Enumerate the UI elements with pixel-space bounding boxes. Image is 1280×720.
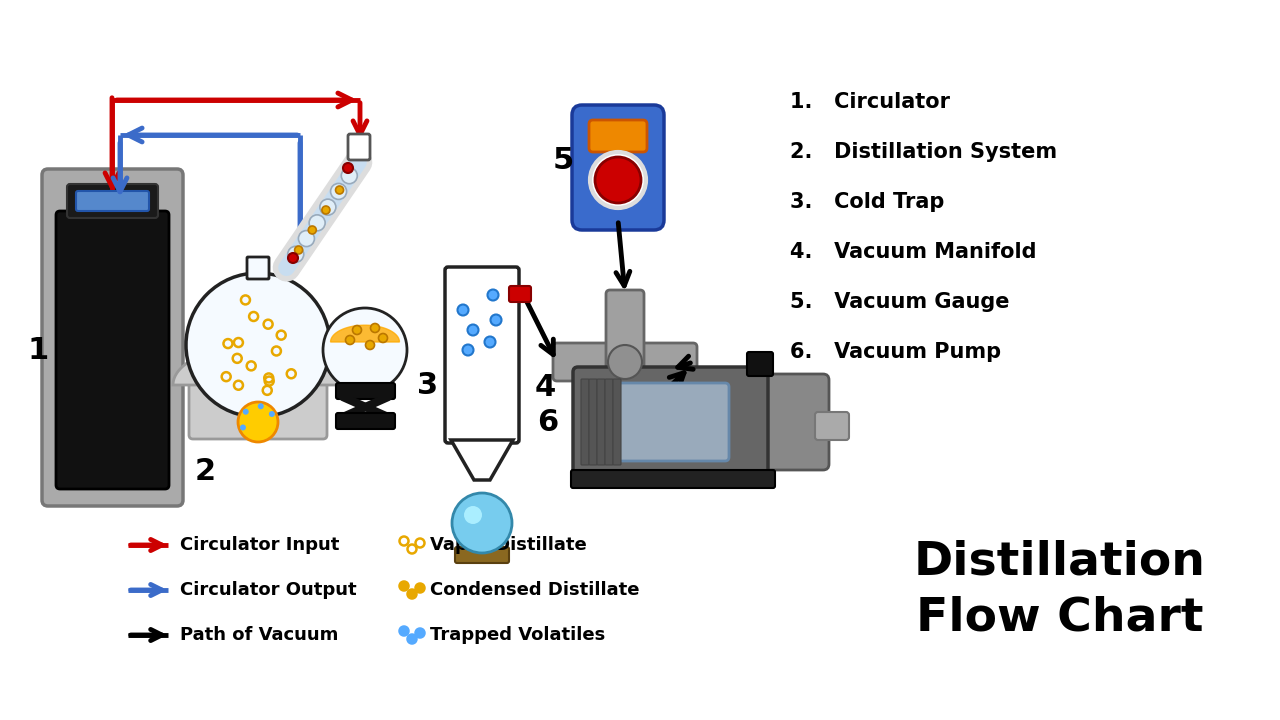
FancyBboxPatch shape [751,374,829,470]
Circle shape [308,226,316,234]
FancyBboxPatch shape [581,379,589,465]
FancyBboxPatch shape [571,470,774,488]
Text: 1: 1 [27,336,49,364]
FancyBboxPatch shape [335,383,396,399]
FancyBboxPatch shape [589,120,646,152]
Text: 3: 3 [417,371,439,400]
FancyBboxPatch shape [247,257,269,279]
Circle shape [407,590,416,598]
Text: Vapor Distillate: Vapor Distillate [430,536,586,554]
FancyBboxPatch shape [605,290,644,434]
Circle shape [330,184,347,199]
Circle shape [320,199,335,215]
FancyBboxPatch shape [605,379,613,465]
Text: 4: 4 [534,372,556,402]
Circle shape [243,409,248,415]
FancyBboxPatch shape [348,134,370,160]
Circle shape [298,230,315,246]
FancyBboxPatch shape [454,547,509,563]
FancyArrowPatch shape [287,162,358,268]
Text: 6.   Vacuum Pump: 6. Vacuum Pump [790,342,1001,362]
Circle shape [342,168,357,184]
Circle shape [590,152,646,208]
Circle shape [379,333,388,343]
Circle shape [321,206,330,214]
Circle shape [238,402,278,442]
FancyBboxPatch shape [572,105,664,230]
Circle shape [310,215,325,231]
Circle shape [186,273,330,417]
FancyBboxPatch shape [589,379,596,465]
FancyBboxPatch shape [445,267,518,443]
Circle shape [399,582,408,590]
Circle shape [452,493,512,553]
FancyBboxPatch shape [67,184,157,218]
Circle shape [346,336,355,344]
Circle shape [257,403,264,409]
FancyBboxPatch shape [596,379,605,465]
Text: 4.   Vacuum Manifold: 4. Vacuum Manifold [790,242,1037,262]
Text: Path of Vacuum: Path of Vacuum [180,626,338,644]
Circle shape [269,411,275,417]
FancyBboxPatch shape [815,412,849,440]
Circle shape [488,289,498,300]
Polygon shape [330,325,399,342]
Circle shape [370,323,379,333]
Circle shape [323,308,407,392]
FancyBboxPatch shape [335,413,396,429]
Text: 2.   Distillation System: 2. Distillation System [790,142,1057,162]
Text: 3.   Cold Trap: 3. Cold Trap [790,192,945,212]
Text: 2: 2 [195,457,215,487]
Circle shape [288,253,298,263]
Circle shape [457,305,468,315]
FancyBboxPatch shape [509,286,531,302]
Text: Distillation
Flow Chart: Distillation Flow Chart [914,540,1206,640]
Text: 6: 6 [538,408,558,436]
Circle shape [467,325,479,336]
Circle shape [352,325,361,335]
Polygon shape [173,345,343,385]
Circle shape [343,163,353,173]
Circle shape [294,246,302,254]
Circle shape [490,315,502,325]
Circle shape [239,425,246,431]
Text: Circulator Output: Circulator Output [180,581,357,599]
Text: 5: 5 [553,145,573,174]
Text: Condensed Distillate: Condensed Distillate [430,581,640,599]
Circle shape [595,157,641,203]
Circle shape [465,506,483,524]
Circle shape [366,341,375,349]
FancyBboxPatch shape [573,367,768,477]
Text: Trapped Volatiles: Trapped Volatiles [430,626,605,644]
Text: 1.   Circulator: 1. Circulator [790,92,950,112]
FancyBboxPatch shape [76,191,148,211]
FancyArrowPatch shape [287,162,358,268]
FancyBboxPatch shape [616,383,730,461]
Circle shape [407,634,416,644]
FancyBboxPatch shape [553,343,698,381]
FancyBboxPatch shape [189,381,326,439]
Circle shape [462,344,474,356]
Circle shape [416,583,425,593]
Circle shape [399,626,408,636]
FancyBboxPatch shape [42,169,183,506]
FancyBboxPatch shape [56,211,169,489]
Circle shape [485,336,495,348]
Circle shape [335,186,343,194]
Text: 5.   Vacuum Gauge: 5. Vacuum Gauge [790,292,1010,312]
Text: Circulator Input: Circulator Input [180,536,339,554]
FancyBboxPatch shape [613,379,621,465]
FancyBboxPatch shape [748,352,773,376]
Polygon shape [451,440,513,480]
Circle shape [608,345,643,379]
Circle shape [288,246,303,262]
Circle shape [416,629,425,637]
